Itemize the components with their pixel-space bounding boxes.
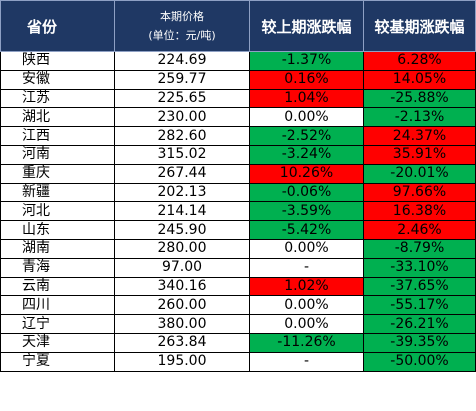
province-cell: 重庆 xyxy=(0,163,115,184)
change-vs-previous-cell: 0.00% xyxy=(249,295,364,316)
province-cell: 安徽 xyxy=(0,69,115,90)
price-cell: 280.00 xyxy=(114,238,250,259)
province-cell: 天津 xyxy=(0,332,115,353)
change-vs-base-cell: -50.00% xyxy=(363,351,476,372)
province-cell: 江西 xyxy=(0,126,115,146)
price-cell: 380.00 xyxy=(114,314,250,334)
price-cell: 267.44 xyxy=(114,163,250,184)
change-vs-base-cell: -55.17% xyxy=(363,295,476,316)
province-cell: 山东 xyxy=(0,220,115,240)
table-row: 江苏 225.65 1.04% -25.88% xyxy=(0,88,476,109)
header-current-price: 本期价格 (单位：元/吨) xyxy=(114,0,250,52)
change-vs-previous-cell: -1.37% xyxy=(249,51,364,71)
province-cell: 宁夏 xyxy=(0,351,115,372)
price-cell: 230.00 xyxy=(114,107,250,128)
table-row: 河北 214.14 -3.59% 16.38% xyxy=(0,201,476,222)
table-row: 山东 245.90 -5.42% 2.46% xyxy=(0,220,476,240)
price-cell: 245.90 xyxy=(114,220,250,240)
province-cell: 辽宁 xyxy=(0,314,115,334)
table-body: 陕西 224.69 -1.37% 6.28% 安徽 259.77 0.16% 14.05% 江苏… xyxy=(0,51,476,372)
table-row: 青海 97.00- -33.10% xyxy=(0,257,476,278)
change-vs-previous-cell: 0.16% xyxy=(249,69,364,90)
change-vs-previous-cell: 0.00% xyxy=(249,314,364,334)
change-vs-base-cell: 97.66% xyxy=(363,182,476,203)
header-change-vs-previous: 较上期涨跌幅 xyxy=(249,0,364,52)
header-change-vs-base: 较基期涨跌幅 xyxy=(363,0,476,52)
province-cell: 河南 xyxy=(0,144,115,165)
table-row: 辽宁 380.00 0.00% -26.21% xyxy=(0,314,476,334)
price-cell: 202.13 xyxy=(114,182,250,203)
province-cell: 青海 xyxy=(0,257,115,278)
change-vs-previous-cell: 0.00% xyxy=(249,107,364,128)
change-vs-base-cell: -25.88% xyxy=(363,88,476,109)
change-vs-previous-cell: - xyxy=(249,257,364,278)
change-vs-base-cell: 6.28% xyxy=(363,51,476,71)
change-vs-base-cell: -8.79% xyxy=(363,238,476,259)
change-vs-base-cell: 24.37% xyxy=(363,126,476,146)
price-cell: 340.16 xyxy=(114,276,250,297)
change-vs-base-cell: -33.10% xyxy=(363,257,476,278)
change-vs-previous-cell: -11.26% xyxy=(249,332,364,353)
change-vs-base-cell: 14.05% xyxy=(363,69,476,90)
table-row: 安徽 259.77 0.16% 14.05% xyxy=(0,69,476,90)
change-vs-previous-cell: - xyxy=(249,351,364,372)
table-row: 湖南 280.00 0.00% -8.79% xyxy=(0,238,476,259)
table-row: 天津 263.84 -11.26% -39.35% xyxy=(0,332,476,353)
change-vs-base-cell: 35.91% xyxy=(363,144,476,165)
price-cell: 260.00 xyxy=(114,295,250,316)
price-cell: 315.02 xyxy=(114,144,250,165)
price-cell: 263.84 xyxy=(114,332,250,353)
province-cell: 江苏 xyxy=(0,88,115,109)
table-row: 陕西 224.69 -1.37% 6.28% xyxy=(0,51,476,71)
table-row: 重庆 267.44 10.26% -20.01% xyxy=(0,163,476,184)
change-vs-previous-cell: 1.04% xyxy=(249,88,364,109)
table-row: 四川 260.00 0.00% -55.17% xyxy=(0,295,476,316)
change-vs-base-cell: -37.65% xyxy=(363,276,476,297)
table-row: 新疆 202.13 -0.06% 97.66% xyxy=(0,182,476,203)
table-header: 省份 本期价格 (单位：元/吨) 较上期涨跌幅 较基期涨跌幅 xyxy=(0,0,476,52)
change-vs-previous-cell: 1.02% xyxy=(249,276,364,297)
price-change-table: 省份 本期价格 (单位：元/吨) 较上期涨跌幅 较基期涨跌幅 陕西 224.69-… xyxy=(0,0,476,372)
change-vs-base-cell: 16.38% xyxy=(363,201,476,222)
table-row: 云南 340.16 1.02% -37.65% xyxy=(0,276,476,297)
header-province: 省份 xyxy=(0,0,115,52)
table-row: 河南 315.02 -3.24% 35.91% xyxy=(0,144,476,165)
change-vs-previous-cell: 0.00% xyxy=(249,238,364,259)
price-cell: 225.65 xyxy=(114,88,250,109)
change-vs-previous-cell: 10.26% xyxy=(249,163,364,184)
change-vs-previous-cell: -2.52% xyxy=(249,126,364,146)
province-cell: 陕西 xyxy=(0,51,115,71)
price-cell: 282.60 xyxy=(114,126,250,146)
table-row: 江西 282.60 -2.52% 24.37% xyxy=(0,126,476,146)
price-cell: 97.00 xyxy=(114,257,250,278)
province-cell: 四川 xyxy=(0,295,115,316)
header-price-title: 本期价格 xyxy=(160,10,204,23)
price-cell: 214.14 xyxy=(114,201,250,222)
change-vs-base-cell: -2.13% xyxy=(363,107,476,128)
province-cell: 湖北 xyxy=(0,107,115,128)
header-price-unit: (单位：元/吨) xyxy=(148,29,216,42)
header-row: 省份 本期价格 (单位：元/吨) 较上期涨跌幅 较基期涨跌幅 xyxy=(0,0,476,52)
price-cell: 259.77 xyxy=(114,69,250,90)
table-row: 湖北 230.00 0.00% -2.13% xyxy=(0,107,476,128)
change-vs-base-cell: 2.46% xyxy=(363,220,476,240)
change-vs-previous-cell: -0.06% xyxy=(249,182,364,203)
price-cell: 195.00 xyxy=(114,351,250,372)
province-cell: 河北 xyxy=(0,201,115,222)
province-cell: 湖南 xyxy=(0,238,115,259)
province-cell: 云南 xyxy=(0,276,115,297)
price-cell: 224.69 xyxy=(114,51,250,71)
change-vs-previous-cell: -5.42% xyxy=(249,220,364,240)
change-vs-base-cell: -26.21% xyxy=(363,314,476,334)
change-vs-previous-cell: -3.59% xyxy=(249,201,364,222)
change-vs-base-cell: -20.01% xyxy=(363,163,476,184)
table-row: 宁夏 195.00- -50.00% xyxy=(0,351,476,372)
province-cell: 新疆 xyxy=(0,182,115,203)
change-vs-previous-cell: -3.24% xyxy=(249,144,364,165)
change-vs-base-cell: -39.35% xyxy=(363,332,476,353)
